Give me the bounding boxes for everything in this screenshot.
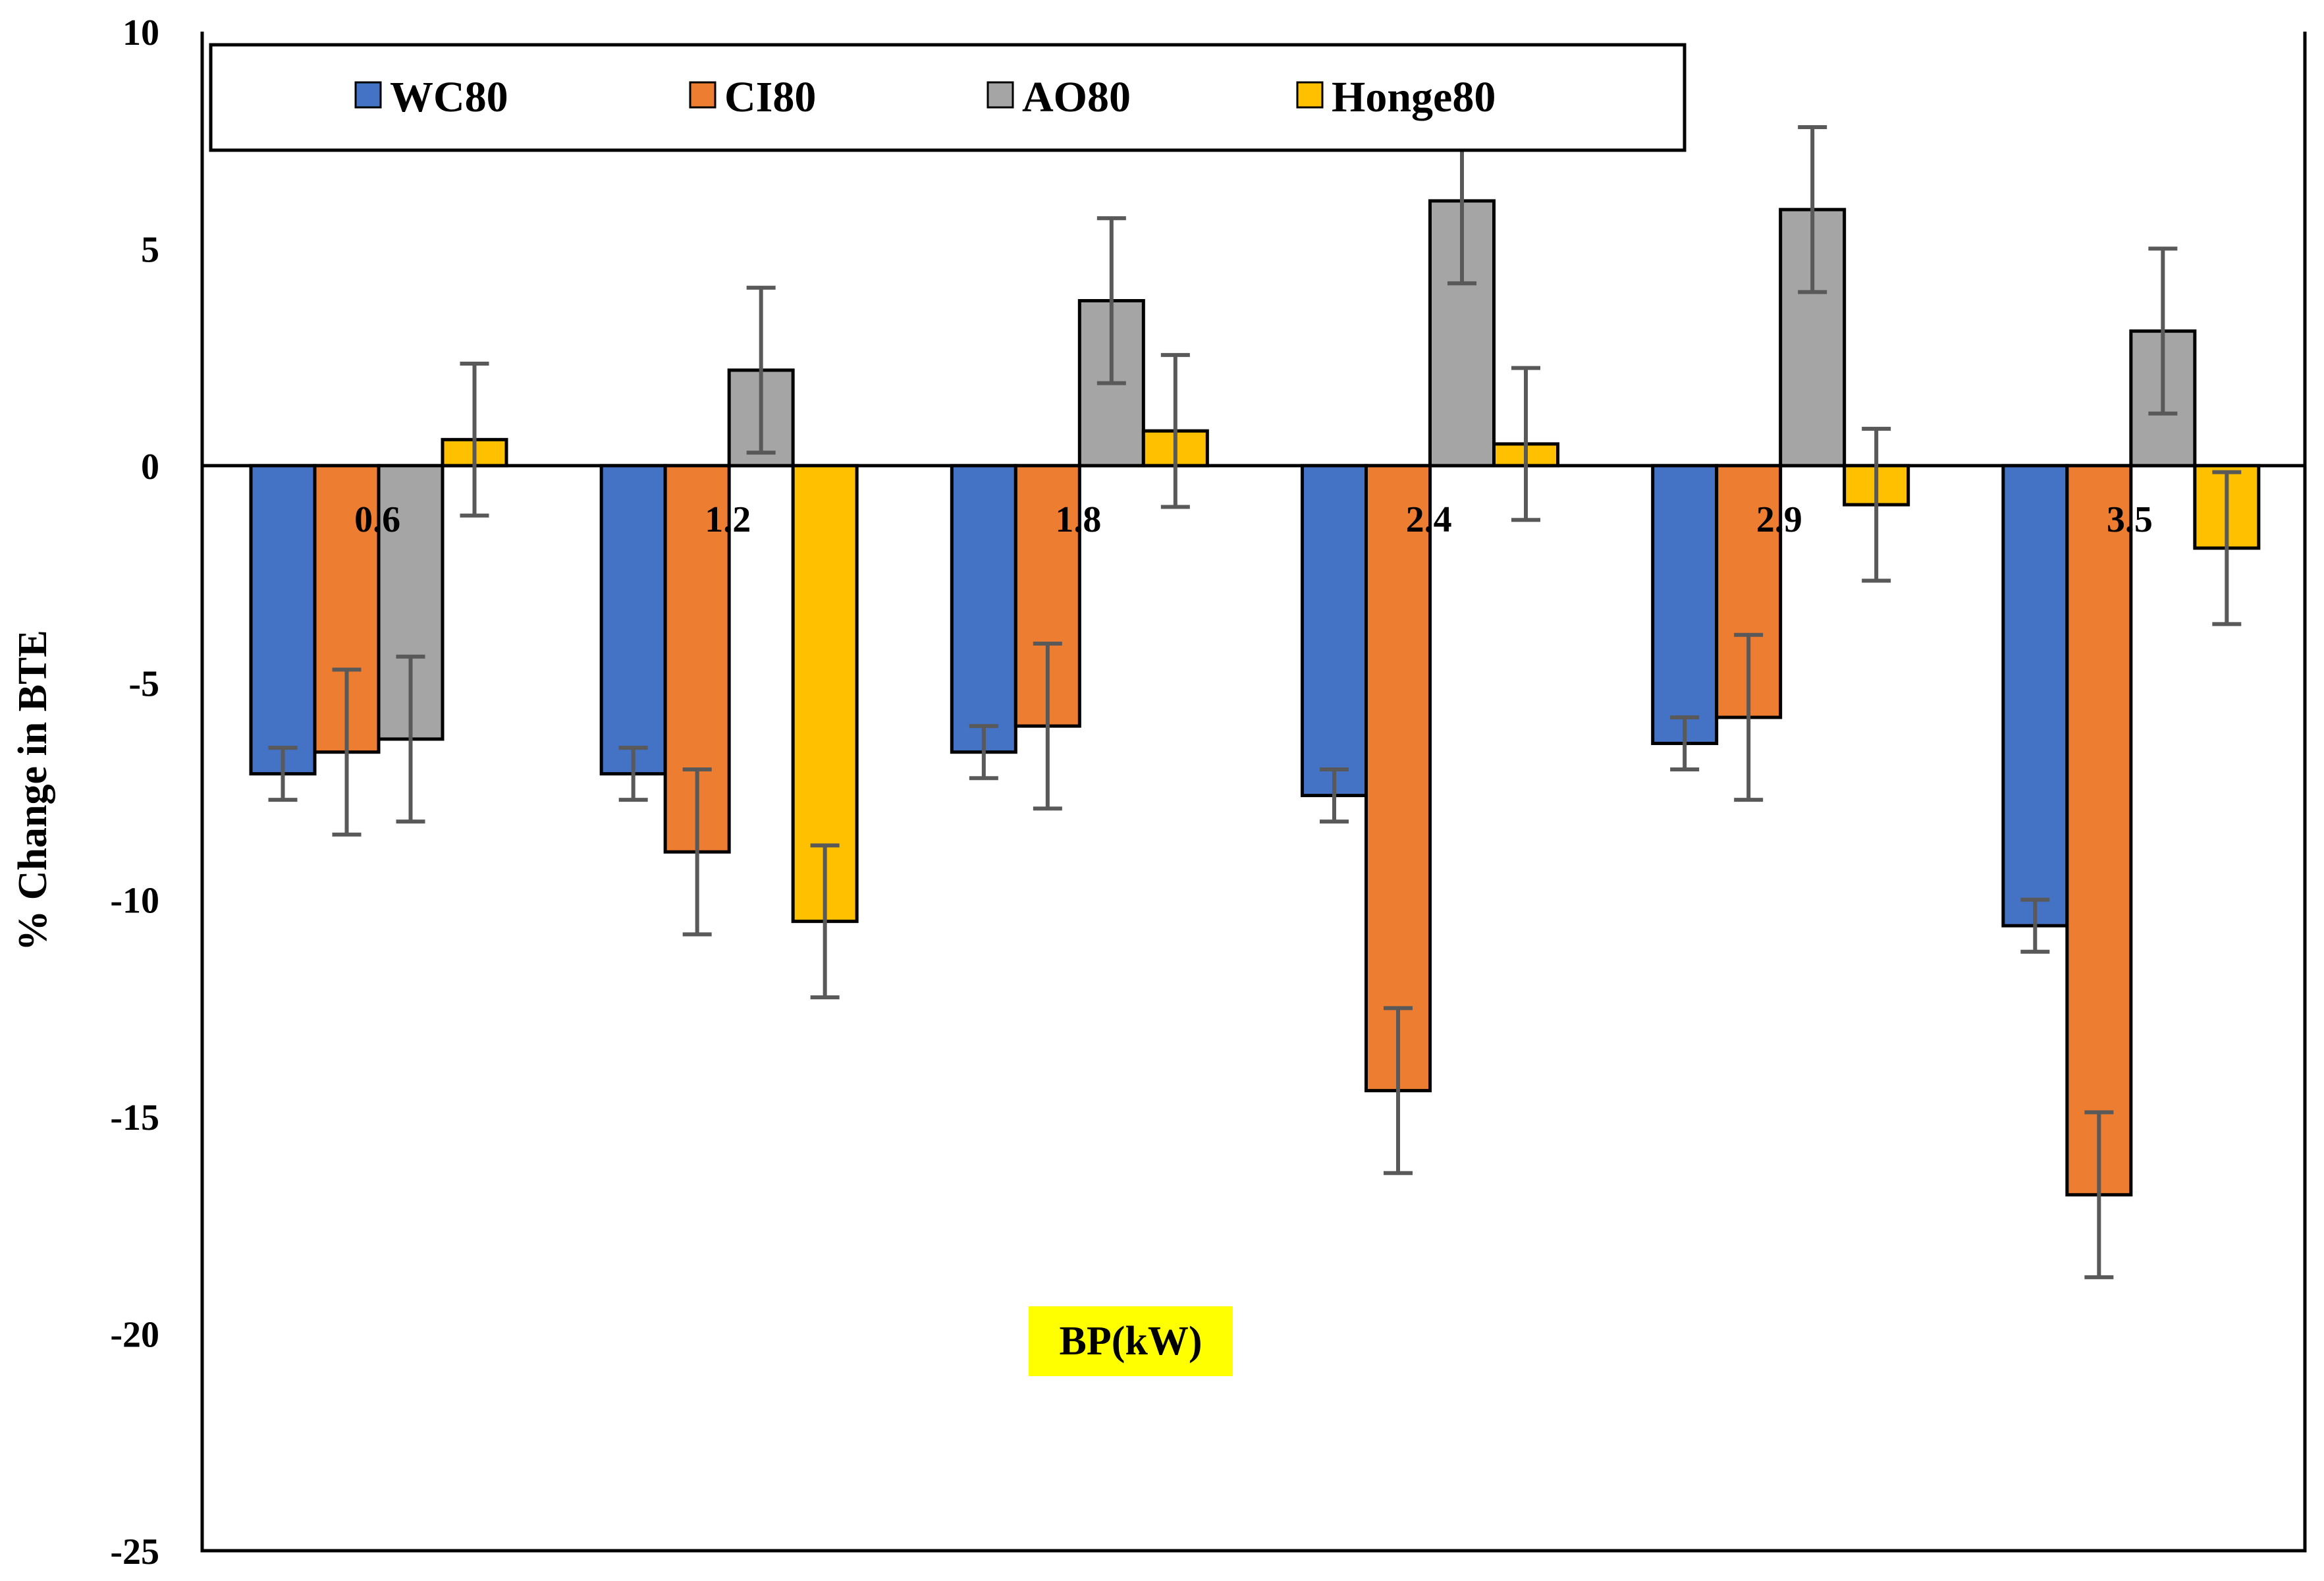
legend-items: WC80 CI80 AO80 Honge80 — [354, 73, 1496, 121]
y-tick-label: -5 — [128, 663, 159, 704]
y-tick-label: -25 — [110, 1532, 159, 1572]
plot-border — [200, 32, 2307, 1553]
category-labels: 0.6 1.2 1.8 2.4 2.9 3.5 — [354, 499, 2153, 540]
error-bar-honge80-1.2 — [810, 843, 840, 999]
error-bar-wc80-1.8 — [969, 724, 998, 781]
error-bar-ao80-2.9 — [1798, 125, 1827, 294]
bar-wc80-1.8 — [950, 464, 1017, 754]
plot-area — [200, 32, 2307, 1553]
y-tick-label: 10 — [122, 13, 159, 53]
error-bar-ao80-1.8 — [1096, 216, 1126, 385]
y-tick-label: -15 — [110, 1097, 159, 1138]
legend: WC80 CI80 AO80 Honge80 — [209, 43, 1687, 152]
error-bar-wc80-2.4 — [1320, 767, 1349, 824]
x-tick-label: 2.4 — [1406, 499, 1452, 540]
error-bar-honge80-0.6 — [460, 362, 489, 518]
legend-label-ao80: AO80 — [1022, 73, 1131, 121]
x-tick-label: 0.6 — [354, 499, 400, 540]
legend-label-wc80: WC80 — [390, 73, 508, 121]
bar-wc80-3.5 — [2001, 464, 2069, 928]
error-bar-honge80-2.9 — [1862, 426, 1891, 583]
error-bar-wc80-0.6 — [268, 746, 298, 802]
y-axis-ticks: 10 5 0 -5 -10 -15 -20 -25 — [110, 13, 159, 1572]
y-axis-label: % Change in BTE — [11, 630, 55, 951]
error-bar-honge80-1.8 — [1160, 352, 1190, 509]
legend-swatch-ci80 — [689, 81, 716, 109]
error-bar-honge80-2.4 — [1511, 366, 1540, 522]
error-bar-ao80-3.5 — [2148, 246, 2178, 416]
x-tick-label: 2.9 — [1756, 499, 1802, 540]
bar-series — [249, 199, 2261, 1197]
error-bar-ao80-1.2 — [746, 285, 776, 455]
bar-wc80-1.2 — [599, 464, 667, 776]
legend-swatch-ao80 — [986, 81, 1014, 109]
y-tick-label: 5 — [141, 229, 159, 270]
error-bar-ci80-1.2 — [682, 767, 712, 937]
error-bar-wc80-3.5 — [2020, 897, 2050, 954]
bar-wc80-2.9 — [1651, 464, 1719, 746]
x-tick-label: 1.8 — [1055, 499, 1101, 540]
error-bar-honge80-3.5 — [2212, 470, 2242, 626]
error-bar-ao80-0.6 — [396, 654, 425, 824]
bar-ci80-2.4 — [1365, 464, 1432, 1093]
legend-swatch-honge80 — [1296, 81, 1324, 109]
error-bars — [268, 116, 2242, 1279]
legend-label-honge80: Honge80 — [1332, 73, 1496, 121]
error-bar-ci80-3.5 — [2084, 1110, 2114, 1279]
legend-swatch-wc80 — [354, 81, 382, 109]
x-axis-label-highlight — [1029, 1306, 1233, 1376]
bar-wc80-2.4 — [1301, 464, 1368, 798]
error-bar-ci80-2.4 — [1384, 1006, 1413, 1175]
x-tick-label: 1.2 — [705, 499, 751, 540]
error-bar-ci80-1.8 — [1033, 641, 1062, 811]
bar-wc80-0.6 — [249, 464, 317, 776]
y-tick-label: 0 — [141, 447, 159, 487]
error-bar-ci80-2.9 — [1734, 632, 1764, 802]
x-tick-label: 3.5 — [2107, 499, 2153, 540]
bar-ci80-3.5 — [2065, 464, 2133, 1197]
error-bar-wc80-2.9 — [1670, 715, 1700, 772]
legend-label-ci80: CI80 — [724, 73, 816, 121]
y-tick-label: -20 — [110, 1315, 159, 1356]
error-bar-ci80-0.6 — [332, 667, 362, 837]
legend-box — [209, 43, 1687, 152]
y-tick-label: -10 — [110, 881, 159, 922]
error-bar-wc80-1.2 — [618, 746, 648, 802]
x-axis-label: BP(kW) — [1060, 1319, 1203, 1364]
